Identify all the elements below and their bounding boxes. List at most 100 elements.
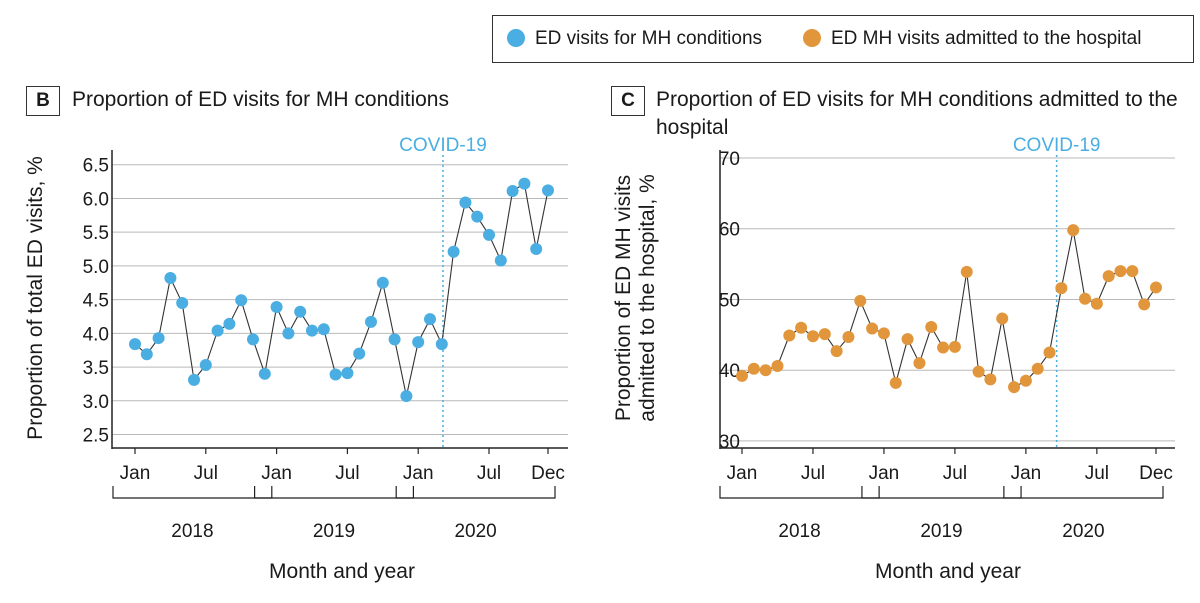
panel-b-data-point: [412, 336, 425, 349]
panel-b-data-point: [306, 324, 318, 337]
panel-c-data-point: [1114, 265, 1127, 278]
panel-b-ytick-label: 5.0: [83, 257, 109, 278]
panel-c-title: Proportion of ED visits for MH condition…: [656, 88, 1178, 139]
panel-c-data-point: [806, 330, 819, 343]
panel-c-data-point: [1150, 281, 1162, 294]
panel-b-xtick-label: Jan: [120, 463, 151, 484]
panel-b-data-point: [388, 333, 401, 346]
panel-c-data-point: [889, 376, 902, 389]
panel-c-data-point: [1031, 362, 1044, 375]
panel-b-xtick-label: Jul: [335, 463, 359, 484]
panel-c-data-point: [1138, 298, 1151, 311]
panel-c-data-point: [913, 357, 926, 370]
panel-b-title: Proportion of ED visits for MH condition…: [72, 88, 449, 111]
panel-b-ytick-label: 4.5: [83, 291, 109, 312]
panel-c-data-point: [960, 265, 973, 278]
panel-b-ytick-label: 4.0: [83, 324, 109, 345]
panel-b-xlabel: Month and year: [269, 560, 415, 583]
panel-b-data-point: [400, 390, 413, 403]
panel-b-data-point: [211, 324, 224, 337]
panel-c-data-point: [783, 329, 796, 342]
panel-c-data-point: [747, 362, 760, 375]
panel-b-data-point: [329, 368, 342, 381]
panel-b-data-point: [317, 323, 330, 336]
panel-c-data-point: [736, 369, 748, 382]
panel-b-data-point: [483, 228, 495, 241]
panel-c-year-bracket: [861, 486, 1022, 499]
panel-b-data-point: [435, 338, 448, 351]
panel-c-ylabel-line: admitted to the hospital, %: [636, 174, 659, 421]
panel-b-data-point: [247, 333, 259, 346]
panel-c-data-point: [759, 364, 772, 377]
panel-c-data-point: [1079, 292, 1092, 305]
panel-b-ytick-label: 3.0: [83, 392, 109, 413]
panel-c-xtick-label: Jul: [943, 463, 967, 484]
panel-b-ytick-label: 5.5: [83, 223, 109, 244]
panel-c-data-point: [818, 328, 831, 341]
panel-b-year-bracket: [112, 486, 273, 499]
legend-marker-admitted: [803, 29, 821, 47]
panel-b-data-point: [471, 210, 484, 223]
panel-c-ytick-label: 60: [719, 220, 740, 241]
panel-b-ytick-label: 6.5: [83, 156, 109, 177]
panel-b-year-bracket: [395, 486, 556, 499]
panel-c-data-point: [925, 321, 938, 334]
panel-b-data-point: [258, 367, 271, 380]
panel-b-xtick-label: Jan: [261, 463, 292, 484]
panel-c-data-point: [866, 322, 879, 335]
panel-b-data-point: [164, 272, 177, 285]
chart-legend: ED visits for MH conditions ED MH visits…: [492, 15, 1194, 63]
panel-b-data-point: [341, 367, 354, 380]
panel-b-xtick-label: Jan: [403, 463, 434, 484]
panel-b-xtick-label: Dec: [531, 463, 565, 484]
panel-c-data-point: [937, 341, 950, 354]
panel-b-covid-label: COVID-19: [399, 135, 487, 156]
panel-b-year-label: 2019: [313, 521, 355, 542]
panel-c-data-point: [901, 333, 914, 346]
panel-c-data-point: [996, 312, 1009, 325]
panel-b-data-point: [365, 315, 377, 328]
panel-c-data-point: [948, 340, 961, 353]
panel-c-data-point: [1067, 224, 1080, 237]
panel-b-ytick-label: 3.5: [83, 358, 109, 379]
panel-c-xtick-label: Dec: [1139, 463, 1173, 484]
panel-b-data-point: [494, 254, 507, 267]
panel-b-data-point: [176, 297, 189, 309]
panel-c-year-label: 2019: [920, 521, 962, 542]
panel-c-data-point: [1008, 381, 1021, 394]
panel-c-year-bracket: [1003, 486, 1164, 499]
panel-c-xtick-label: Jul: [801, 463, 825, 484]
panel-c-data-point: [984, 373, 997, 386]
legend-label-ed-visits: ED visits for MH conditions: [535, 28, 763, 49]
panel-c-ytick-label: 70: [719, 149, 740, 170]
panel-b-label: B: [26, 86, 60, 116]
panel-c-xtick-label: Jul: [1085, 463, 1109, 484]
panel-c-xtick-label: Jan: [869, 463, 900, 484]
panel-b-xtick-label: Jul: [477, 463, 501, 484]
panel-c-data-point: [1090, 297, 1103, 310]
panel-b-data-point: [282, 327, 295, 340]
panel-c-year-label: 2020: [1062, 521, 1104, 542]
panel-b-data-point: [270, 301, 283, 314]
panel-b-data-point: [140, 348, 153, 361]
panel-c-data-point: [1019, 374, 1032, 387]
panel-b-data-point: [376, 276, 389, 289]
panel-c-data-point: [1043, 346, 1056, 359]
panel-c-label: C: [611, 86, 645, 116]
panel-b-data-point: [542, 184, 554, 197]
panel-b-year-bracket: [254, 486, 414, 499]
panel-b-ytick-label: 2.5: [83, 426, 109, 447]
panel-c-ytick-label: 30: [719, 432, 740, 453]
panel-b-year-label: 2018: [171, 521, 213, 542]
panel-b-data-point: [188, 373, 200, 386]
panel-b-data-point: [235, 294, 248, 307]
panel-c-xtick-label: Jan: [727, 463, 758, 484]
panel-b-ytick-label: 6.0: [83, 189, 109, 210]
panel-b-data-point: [518, 177, 531, 190]
legend-label-admitted: ED MH visits admitted to the hospital: [831, 28, 1142, 49]
panel-c-xtick-label: Jan: [1011, 463, 1042, 484]
panel-c-data-point: [771, 359, 784, 372]
panel-c-xlabel: Month and year: [875, 560, 1021, 583]
panel-c-data-point: [842, 330, 855, 343]
